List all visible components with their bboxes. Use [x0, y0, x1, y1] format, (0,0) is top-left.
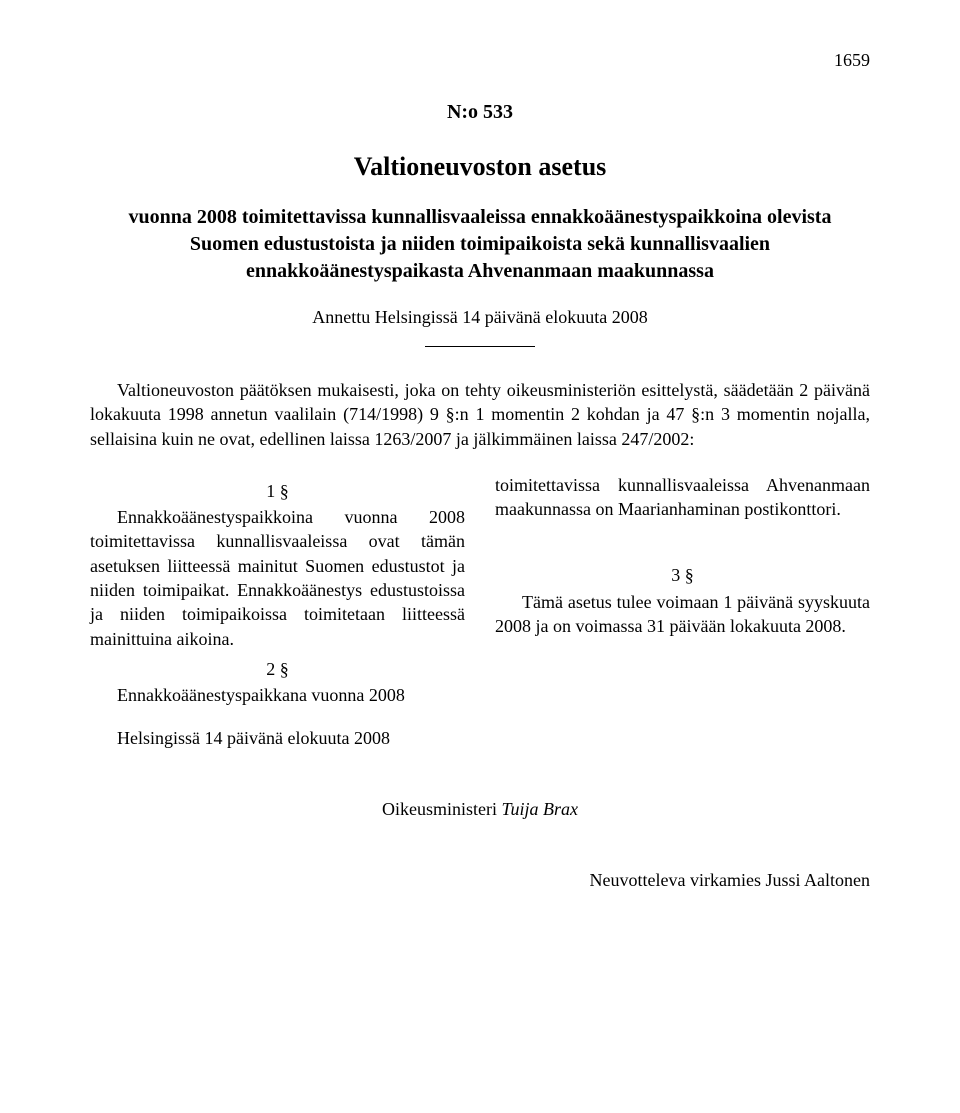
document-type: Valtioneuvoston asetus — [90, 152, 870, 182]
section-3-text: Tämä asetus tulee voimaan 1 päivänä syys… — [495, 590, 870, 639]
section-2-lead: Ennakkoäänestyspaikkana vuonna 2008 — [90, 683, 465, 707]
minister-role: Oikeusministeri — [382, 799, 497, 819]
preamble: Valtioneuvoston päätöksen mukaisesti, jo… — [90, 378, 870, 451]
divider — [90, 334, 870, 352]
document-title: vuonna 2008 toimitettavissa kunnallisvaa… — [100, 204, 860, 285]
given-at: Annettu Helsingissä 14 päivänä elokuuta … — [90, 307, 870, 328]
section-2-number: 2 § — [90, 657, 465, 681]
section-3-number: 3 § — [495, 563, 870, 587]
body-columns: 1 § Ennakkoäänestyspaikkoina vuonna 2008… — [90, 473, 870, 710]
page-number: 1659 — [90, 50, 870, 71]
closing-place-date: Helsingissä 14 päivänä elokuuta 2008 — [90, 728, 870, 749]
minister-name: Tuija Brax — [501, 799, 578, 819]
column-right: toimitettavissa kunnallisvaaleissa Ahven… — [495, 473, 870, 710]
section-2-continuation: toimitettavissa kunnallisvaaleissa Ahven… — [495, 473, 870, 522]
section-1-number: 1 § — [90, 479, 465, 503]
presenting-official: Neuvotteleva virkamies Jussi Aaltonen — [90, 870, 870, 891]
section-1-text: Ennakkoäänestyspaikkoina vuonna 2008 toi… — [90, 505, 465, 651]
column-left: 1 § Ennakkoäänestyspaikkoina vuonna 2008… — [90, 473, 465, 710]
minister-signature: Oikeusministeri Tuija Brax — [90, 799, 870, 820]
document-page: 1659 N:o 533 Valtioneuvoston asetus vuon… — [0, 0, 960, 951]
document-number: N:o 533 — [90, 101, 870, 124]
